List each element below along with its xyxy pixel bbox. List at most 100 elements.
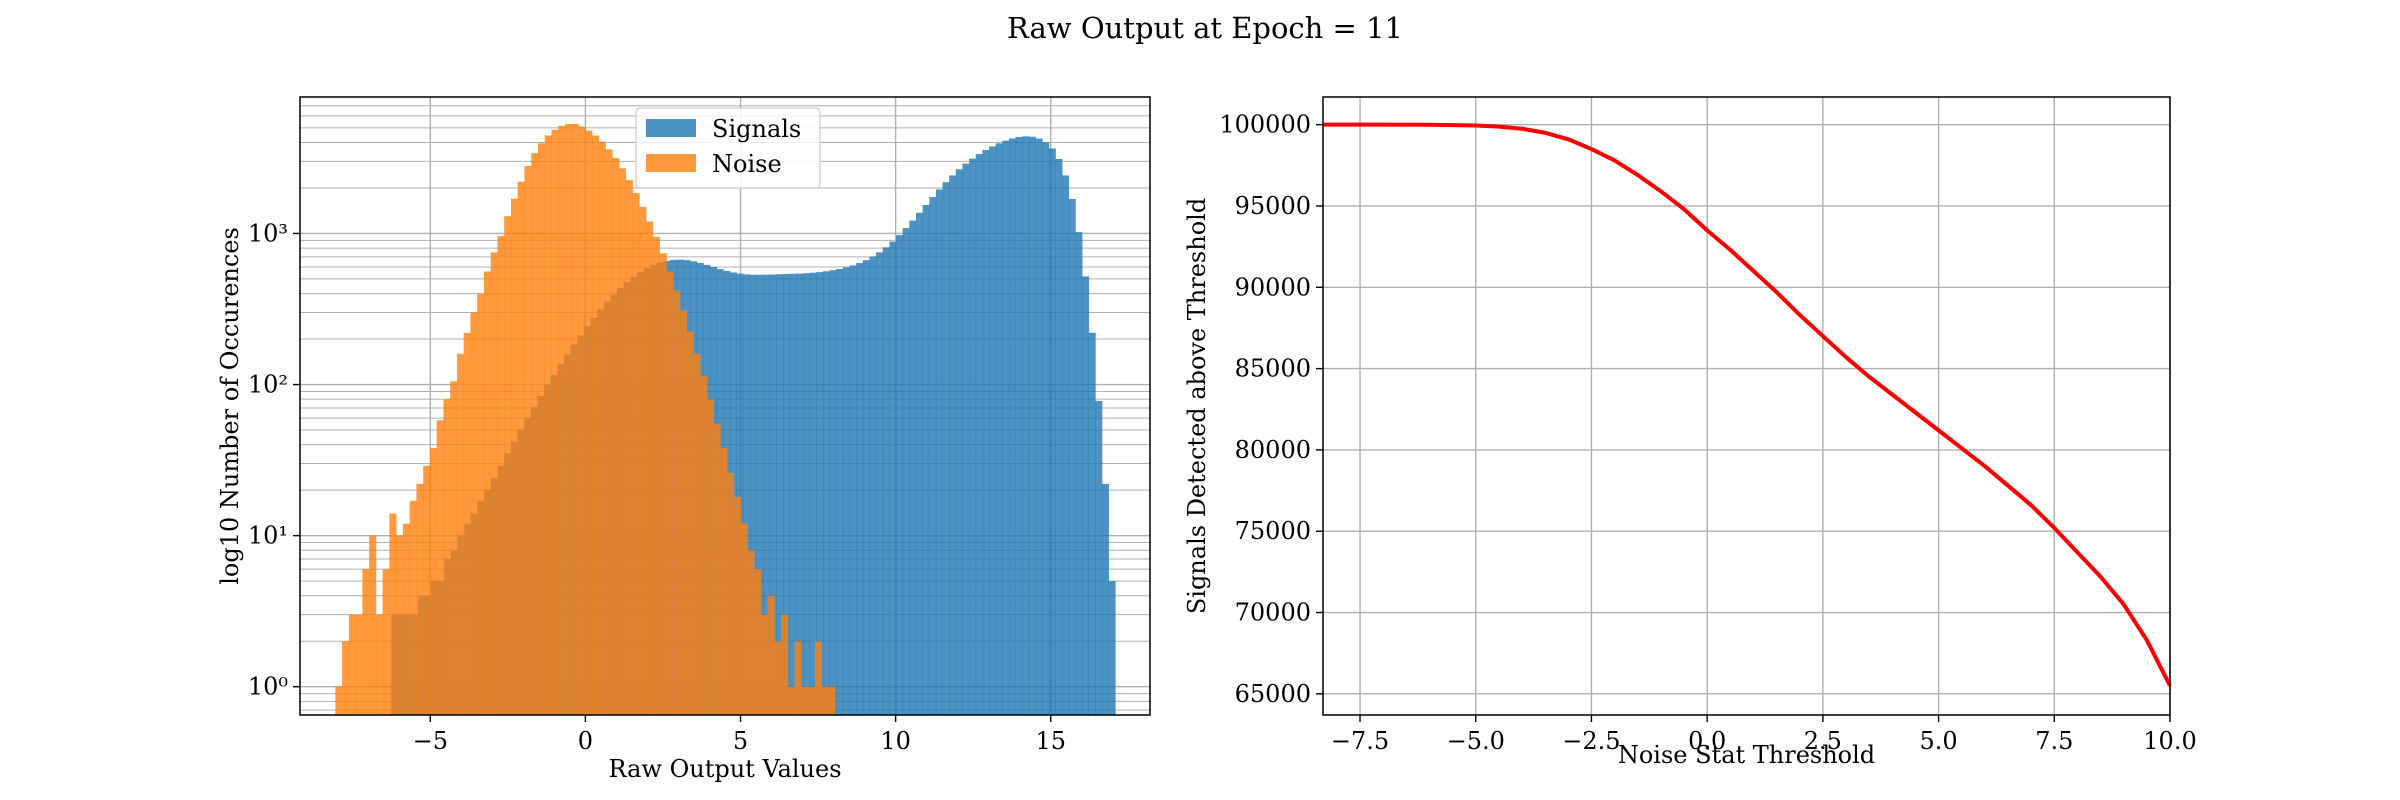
histogram-bar-noise xyxy=(801,686,809,715)
threshold-x-tick-label: −7.5 xyxy=(1331,727,1389,755)
threshold-x-tick-label: 10.0 xyxy=(2143,727,2196,755)
histogram-bar-signals xyxy=(1055,158,1063,715)
histogram-bar-signals xyxy=(769,274,777,715)
histogram-bar-noise xyxy=(605,149,613,716)
histogram-bar-signals xyxy=(836,268,844,715)
threshold-y-tick-label: 75000 xyxy=(1235,517,1311,545)
histogram-bar-signals xyxy=(995,143,1003,716)
histogram-bar-signals xyxy=(1015,136,1023,716)
figure-title: Raw Output at Epoch = 11 xyxy=(1007,11,1403,45)
histogram-bar-signals xyxy=(942,182,950,715)
histogram-y-tick-label: 10³ xyxy=(248,219,288,247)
histogram-bar-signals xyxy=(1042,142,1050,715)
histogram-bar-noise xyxy=(781,614,789,715)
histogram-y-tick-label: 10² xyxy=(248,371,288,399)
histogram-bar-signals xyxy=(869,256,877,715)
histogram-bar-signals xyxy=(789,273,797,715)
histogram-bar-noise xyxy=(578,126,586,716)
histogram-bar-noise xyxy=(814,641,822,715)
histogram-bar-signals xyxy=(842,267,850,715)
histogram-bar-signals xyxy=(1075,232,1083,715)
threshold-y-axis-label: Signals Detected above Threshold xyxy=(1183,198,1211,614)
histogram-bar-noise xyxy=(787,686,795,715)
histogram-bar-noise xyxy=(821,686,829,715)
histogram-bar-signals xyxy=(816,272,824,715)
histogram-bar-signals xyxy=(1022,136,1030,715)
histogram-bar-noise xyxy=(625,180,633,716)
histogram-bar-signals xyxy=(989,146,997,715)
histogram-bar-noise xyxy=(747,550,755,715)
histogram-x-tick-label: 5 xyxy=(733,727,748,755)
histogram-bar-noise xyxy=(646,221,654,716)
histogram-bar-noise xyxy=(510,198,519,715)
histogram-bar-signals xyxy=(882,247,890,715)
histogram-bar-noise xyxy=(497,236,505,715)
histogram-bar-signals xyxy=(796,273,804,715)
histogram-bar-signals xyxy=(1035,138,1043,715)
histogram-bar-noise xyxy=(713,423,721,715)
histogram-bar-noise xyxy=(828,686,836,715)
histogram-bar-noise xyxy=(598,141,606,715)
histogram-bar-signals xyxy=(862,260,870,715)
threshold-gridlines xyxy=(1323,97,2171,715)
histogram-bar-signals xyxy=(756,274,764,715)
histogram-bar-noise xyxy=(409,500,417,715)
histogram-bar-signals xyxy=(876,252,884,716)
histogram-bar-noise xyxy=(396,535,404,715)
histogram-legend: Signals Noise xyxy=(635,107,821,189)
histogram-bar-noise xyxy=(389,513,397,715)
histogram-x-tick-label: 0 xyxy=(578,727,593,755)
histogram-ticks: −5 0 5 10 15 10⁰ 10¹ 10² 10³ xyxy=(248,219,1066,755)
histogram-frame xyxy=(299,96,1151,716)
threshold-frame xyxy=(1322,96,2171,716)
histogram-bar-noise xyxy=(754,569,762,715)
histogram-bar-noise xyxy=(673,290,681,715)
histogram-bar-noise xyxy=(402,523,411,715)
threshold-y-tick-label: 90000 xyxy=(1235,273,1311,301)
histogram-bar-noise xyxy=(612,158,620,715)
legend-label-signals: Signals xyxy=(712,115,801,143)
histogram-bar-noise xyxy=(632,193,640,715)
histogram-bar-noise xyxy=(551,129,559,715)
histogram-bar-signals xyxy=(1082,276,1090,715)
histogram-bar-signals xyxy=(915,212,923,715)
histogram-bar-signals xyxy=(749,274,757,715)
histogram-bar-noise xyxy=(524,165,532,716)
legend-swatch-signals xyxy=(646,119,696,137)
histogram-bar-noise xyxy=(619,168,627,715)
histogram-bar-noise xyxy=(342,641,350,715)
histogram-bar-noise xyxy=(740,523,748,715)
histogram-bar-noise xyxy=(727,472,735,715)
histogram-bar-noise xyxy=(456,353,465,715)
histogram-y-axis-label: log10 Number of Occurences xyxy=(216,227,244,585)
histogram-bar-noise xyxy=(591,135,600,715)
histogram-y-tick-label: 10¹ xyxy=(248,522,288,550)
histogram-bar-noise xyxy=(490,252,498,716)
histogram-bar-signals xyxy=(922,204,930,715)
histogram-bar-signals xyxy=(736,273,744,715)
histogram-bar-signals xyxy=(889,241,897,716)
threshold-x-axis-label: Noise Stat Threshold xyxy=(1618,741,1875,769)
histogram-bar-noise xyxy=(558,125,566,716)
histogram-bar-noise xyxy=(531,153,539,716)
threshold-x-tick-label: 0.0 xyxy=(1688,727,1726,755)
histogram-bar-noise xyxy=(544,135,552,715)
histogram-bar-signals xyxy=(743,274,751,715)
histogram-bar-signals xyxy=(1088,332,1096,715)
histogram-bar-signals xyxy=(1062,175,1070,716)
histogram-bar-signals xyxy=(1008,138,1016,715)
histogram-bar-noise xyxy=(686,331,694,715)
histogram-x-axis-label: Raw Output Values xyxy=(608,755,841,783)
histogram-bar-noise xyxy=(652,236,660,715)
histogram-bar-signals xyxy=(962,163,970,716)
histogram-bar-noise xyxy=(463,332,471,715)
threshold-y-tick-label: 100000 xyxy=(1219,111,1311,139)
histogram-bar-signals xyxy=(1028,136,1036,716)
legend-swatch-noise xyxy=(646,154,696,172)
threshold-y-tick-label: 70000 xyxy=(1235,599,1311,627)
histogram-bar-noise xyxy=(700,375,708,715)
histogram-bar-signals xyxy=(763,274,771,715)
histogram-bar-noise xyxy=(564,124,573,715)
threshold-x-tick-label: 5.0 xyxy=(1919,727,1957,755)
